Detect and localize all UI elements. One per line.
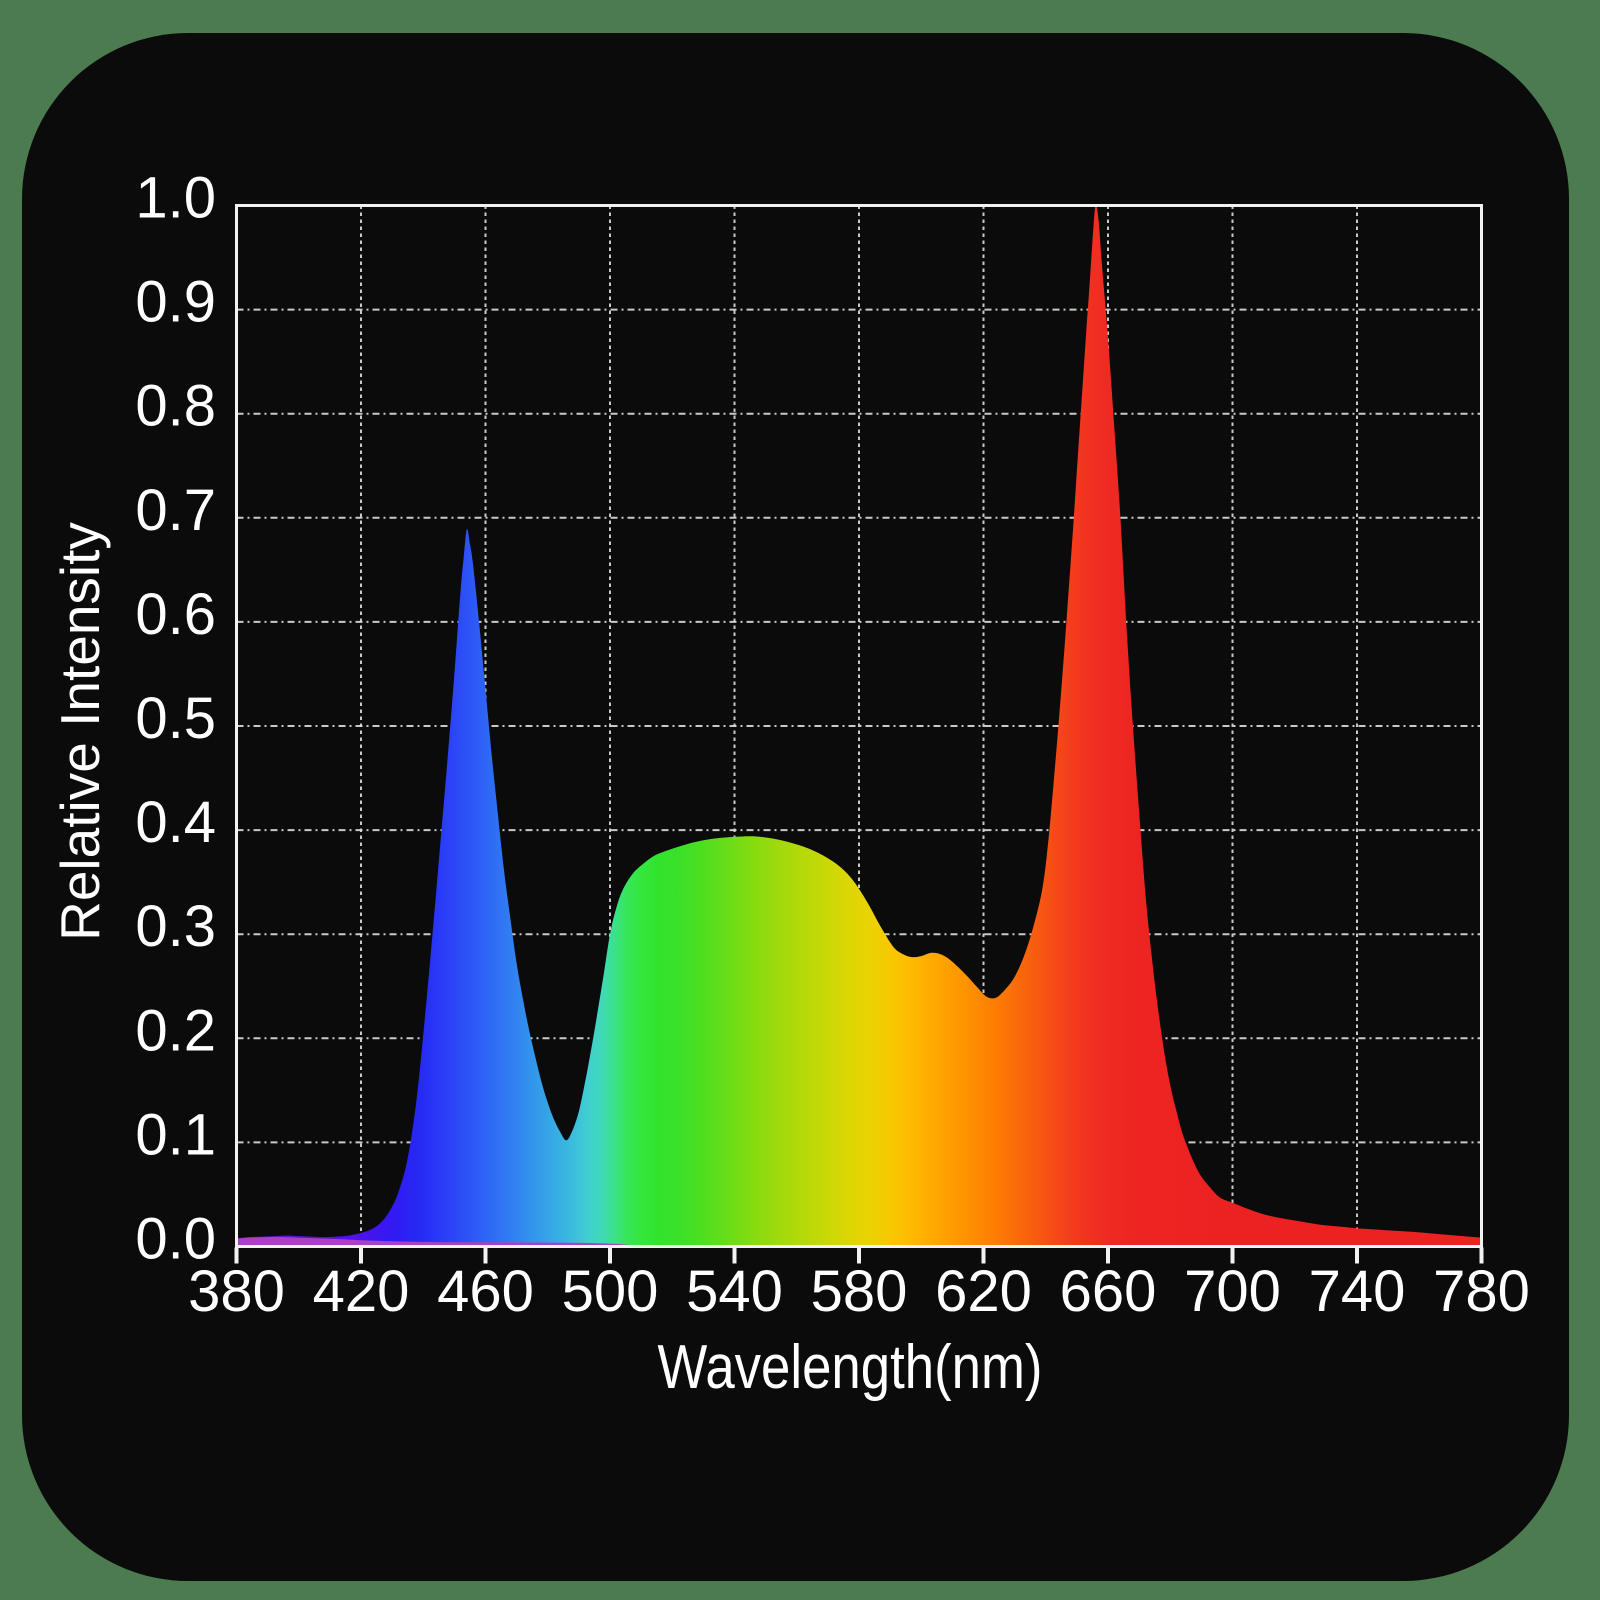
svg-text:420: 420 (313, 1259, 410, 1324)
svg-text:540: 540 (686, 1259, 783, 1324)
svg-text:780: 780 (1433, 1259, 1530, 1324)
svg-text:500: 500 (562, 1259, 659, 1324)
svg-text:740: 740 (1309, 1259, 1406, 1324)
svg-text:0.9: 0.9 (135, 270, 216, 335)
svg-text:0.6: 0.6 (135, 582, 216, 647)
svg-text:0.7: 0.7 (135, 478, 216, 543)
svg-text:380: 380 (188, 1259, 285, 1324)
svg-text:580: 580 (811, 1259, 908, 1324)
svg-text:0.2: 0.2 (135, 998, 216, 1063)
svg-text:0.4: 0.4 (135, 790, 216, 855)
svg-text:0.0: 0.0 (135, 1207, 216, 1272)
svg-text:0.5: 0.5 (135, 686, 216, 751)
svg-text:660: 660 (1060, 1259, 1157, 1324)
svg-text:0.8: 0.8 (135, 374, 216, 439)
svg-text:0.1: 0.1 (135, 1102, 216, 1167)
svg-text:Relative Intensity: Relative Intensity (49, 522, 111, 941)
svg-text:460: 460 (437, 1259, 534, 1324)
svg-text:Wavelength(nm): Wavelength(nm) (658, 1333, 1043, 1402)
svg-text:0.3: 0.3 (135, 894, 216, 959)
svg-text:700: 700 (1184, 1259, 1281, 1324)
svg-text:1.0: 1.0 (135, 166, 216, 231)
svg-text:620: 620 (935, 1259, 1032, 1324)
